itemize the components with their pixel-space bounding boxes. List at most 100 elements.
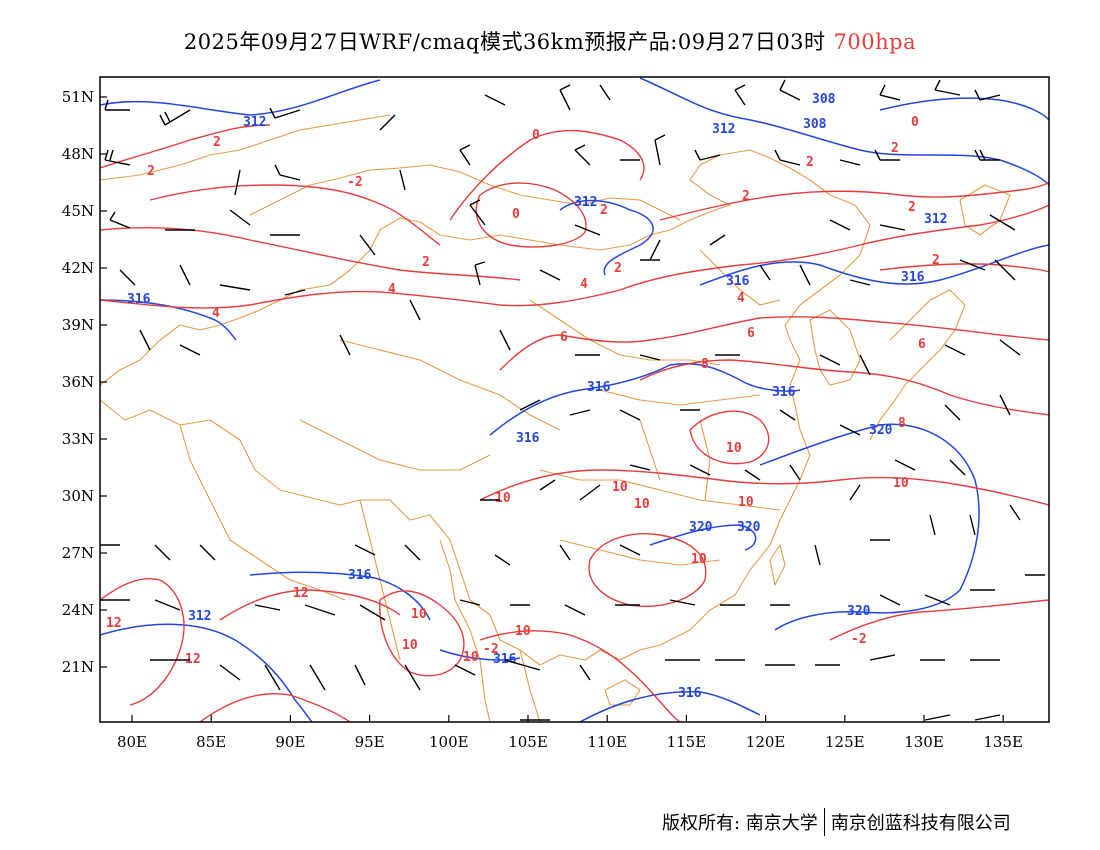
wind-barb: [284, 289, 306, 296]
wind-barb: [199, 544, 216, 561]
temp-label: 2: [742, 189, 750, 204]
footer-company: 南京创蓝科技有限公司: [830, 813, 1011, 834]
japan-north: [959, 184, 1011, 236]
temperature-contours: [100, 124, 1049, 722]
temp-label: 2: [932, 253, 940, 268]
height-label: 316: [516, 431, 540, 446]
wind-barb: [559, 544, 571, 561]
geopotential-contours: [100, 77, 1049, 722]
temp-contour-6-east: [879, 263, 1049, 273]
wind-barb: [814, 544, 821, 566]
wind-barb: [694, 149, 721, 161]
footer: 版权所有: 南京大学 南京创蓝科技有限公司: [662, 808, 1011, 838]
temp-label: 12: [293, 586, 309, 601]
temp-label: 0: [532, 128, 540, 143]
wind-barb: [779, 79, 801, 101]
hainan-coast: [604, 679, 641, 706]
wind-barb: [179, 344, 201, 356]
wind-barb: [819, 354, 841, 366]
wind-barb: [839, 159, 861, 166]
wind-barb: [459, 144, 471, 166]
wind-barb: [229, 209, 251, 226]
x-tick-label: 130E: [904, 733, 944, 751]
temp-contour-12-se: [829, 599, 1049, 641]
temp-label: 0: [512, 207, 520, 222]
plot-area: [100, 77, 1049, 722]
y-tick-label: 48N: [62, 145, 94, 163]
wind-barb: [689, 464, 711, 476]
temp-label: 12: [185, 652, 201, 667]
wind-barb: [404, 664, 421, 691]
wind-barb: [139, 329, 151, 351]
wind-barb: [574, 144, 591, 166]
x-tick-label: 135E: [983, 733, 1023, 751]
height-label: 312: [243, 115, 266, 130]
wind-barb: [304, 604, 336, 616]
wind-barb: [579, 664, 591, 681]
wind-barb: [559, 84, 571, 111]
height-contour-316-bottom: [579, 691, 761, 722]
y-tick-label: 42N: [62, 259, 94, 277]
temp-label: 4: [737, 291, 745, 306]
china-outer-border: [100, 149, 871, 666]
japan-coast: [869, 289, 966, 441]
height-label: 308: [812, 92, 836, 107]
temp-label: 2: [891, 141, 899, 156]
temp-label: 10: [515, 624, 531, 639]
wind-barb: [219, 284, 251, 291]
wind-barb: [874, 149, 900, 161]
province-line-h: [699, 249, 781, 306]
y-tick-label: 51N: [62, 88, 94, 106]
x-tick-label: 95E: [355, 733, 385, 751]
footer-divider: [823, 808, 825, 836]
wind-barb: [929, 514, 936, 536]
wind-barb: [459, 599, 481, 606]
temp-contour-2-north: [100, 124, 271, 169]
wind-barb: [759, 264, 771, 281]
x-tick-label: 105E: [508, 733, 548, 751]
temp-label: 10: [634, 497, 650, 512]
wind-barb: [179, 264, 191, 286]
temp-label: 0: [911, 115, 919, 130]
wind-barb: [774, 149, 801, 166]
temp-contour-4-mid: [100, 204, 1049, 309]
wind-barb: [999, 339, 1021, 356]
wind-barb: [504, 659, 541, 671]
temp-label: 10: [495, 491, 511, 506]
y-tick-label: 27N: [62, 544, 94, 562]
temp-label: 8: [701, 357, 709, 372]
footer-copyright: 版权所有: 南京大学: [662, 813, 818, 834]
height-label: 312: [574, 195, 597, 210]
height-contour-320-east: [759, 423, 980, 631]
temp-contour-2-east: [659, 181, 1049, 221]
province-line-d: [539, 469, 781, 511]
province-line-a: [339, 339, 561, 431]
temp-label: 2: [147, 164, 155, 179]
wind-barb: [839, 424, 861, 436]
temp-contour-minus2-nw: [149, 184, 441, 246]
wind-barb: [779, 409, 796, 421]
wind-barb: [574, 224, 601, 236]
temp-contour-10-south: [479, 469, 1049, 506]
height-label: 320: [869, 423, 893, 438]
temp-label: 2: [600, 203, 608, 218]
wind-barb: [254, 604, 281, 611]
wind-barb: [879, 84, 901, 101]
province-line-c: [529, 299, 721, 366]
wind-barb: [399, 169, 406, 191]
wind-barb: [629, 464, 651, 471]
wind-barb: [949, 459, 966, 476]
height-contour-308-north: [639, 77, 1049, 186]
temp-label: 2: [908, 200, 916, 215]
wind-barb: [469, 199, 486, 226]
temp-contour-10-south-line: [479, 630, 681, 722]
wind-barb: [924, 714, 951, 721]
wind-barbs-layer: [100, 79, 1045, 721]
temp-label: 6: [918, 337, 926, 352]
wind-barb: [789, 464, 801, 481]
temp-label: 10: [893, 476, 909, 491]
height-contour-316-sw: [439, 649, 521, 661]
height-label: 316: [493, 652, 517, 667]
wind-barb: [104, 149, 131, 166]
wind-barb: [849, 484, 861, 501]
